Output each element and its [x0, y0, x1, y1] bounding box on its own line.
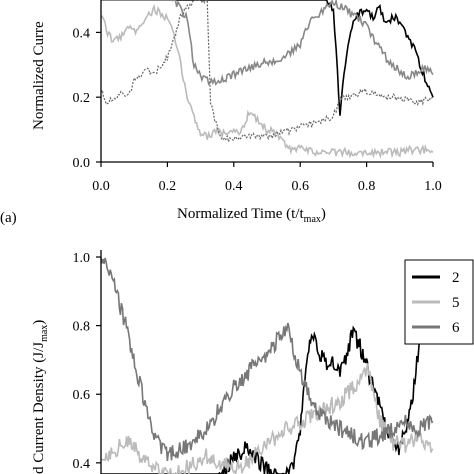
panel-a-x-tick-label: 0.2	[159, 179, 177, 194]
panel-b-y-label-main: d Current Density (J/J	[31, 342, 47, 474]
panel-a-y-tick-label: 0.0	[73, 156, 91, 171]
panel-a-series-line-3	[101, 0, 434, 86]
panel-a-x-tick-label: 0.8	[358, 179, 376, 194]
panel-a-x-tick-label: 0.0	[92, 179, 110, 194]
panel-a-series-group	[100, 0, 434, 160]
legend-label-6: 6	[452, 320, 460, 336]
panel-a-x-label-main: Normalized Time (t/t	[177, 206, 304, 222]
panel-b-y-tick-label: 0.4	[73, 457, 91, 472]
panel-a-series-line-1	[101, 0, 434, 116]
legend-label-5: 5	[452, 295, 460, 311]
panel-a: 0.0 0.2 0.4 0.6 0.8 1.0 0.0 0.2 0.4 Normalized …	[0, 0, 442, 226]
panel-a-x-label-close: )	[321, 206, 326, 222]
legend-label-2: 2	[452, 270, 460, 286]
panel-b-y-ticks: 1.0 0.8 0.6 0.4	[73, 251, 101, 472]
panel-a-x-tick-label: 0.4	[225, 179, 243, 194]
panel-a-y-tick-label: 0.4	[73, 26, 91, 41]
legend: 2 5 6	[404, 259, 474, 345]
panel-a-label: (a)	[0, 210, 17, 226]
panel-b-series-group	[100, 257, 434, 474]
panel-b-series-line-5	[100, 363, 434, 474]
panel-a-series-line-2	[100, 3, 434, 160]
panel-a-x-label-sub: max	[304, 214, 321, 225]
panel-b-y-label: d Current Density (J/Jmax)	[31, 320, 50, 474]
panel-a-y-tick-label: 0.2	[73, 91, 91, 106]
panel-a-x-tick-label: 0.6	[291, 179, 309, 194]
panel-b: 1.00.80.60.4 d Current Density (J/Jmax) …	[31, 250, 474, 474]
panel-b-y-label-sub: max	[39, 325, 50, 342]
panel-b-y-tick-label: 0.8	[73, 320, 91, 335]
panel-b-y-tick-label: 0.6	[73, 388, 91, 403]
panel-b-y-label-close: )	[31, 320, 47, 325]
panel-a-x-ticks: 0.0 0.2 0.4 0.6 0.8 1.0	[92, 162, 442, 194]
panel-b-series-line-6	[100, 257, 434, 461]
panel-a-x-tick-label: 1.0	[424, 179, 442, 194]
panel-a-y-ticks: 0.0 0.2 0.4	[73, 26, 101, 171]
panel-b-y-tick-label: 1.0	[73, 251, 91, 266]
panel-a-y-label: Normalized Curre	[31, 21, 47, 130]
panel-a-x-label: Normalized Time (t/tmax)	[177, 206, 326, 225]
panel-a-series-line-4	[100, 0, 434, 145]
